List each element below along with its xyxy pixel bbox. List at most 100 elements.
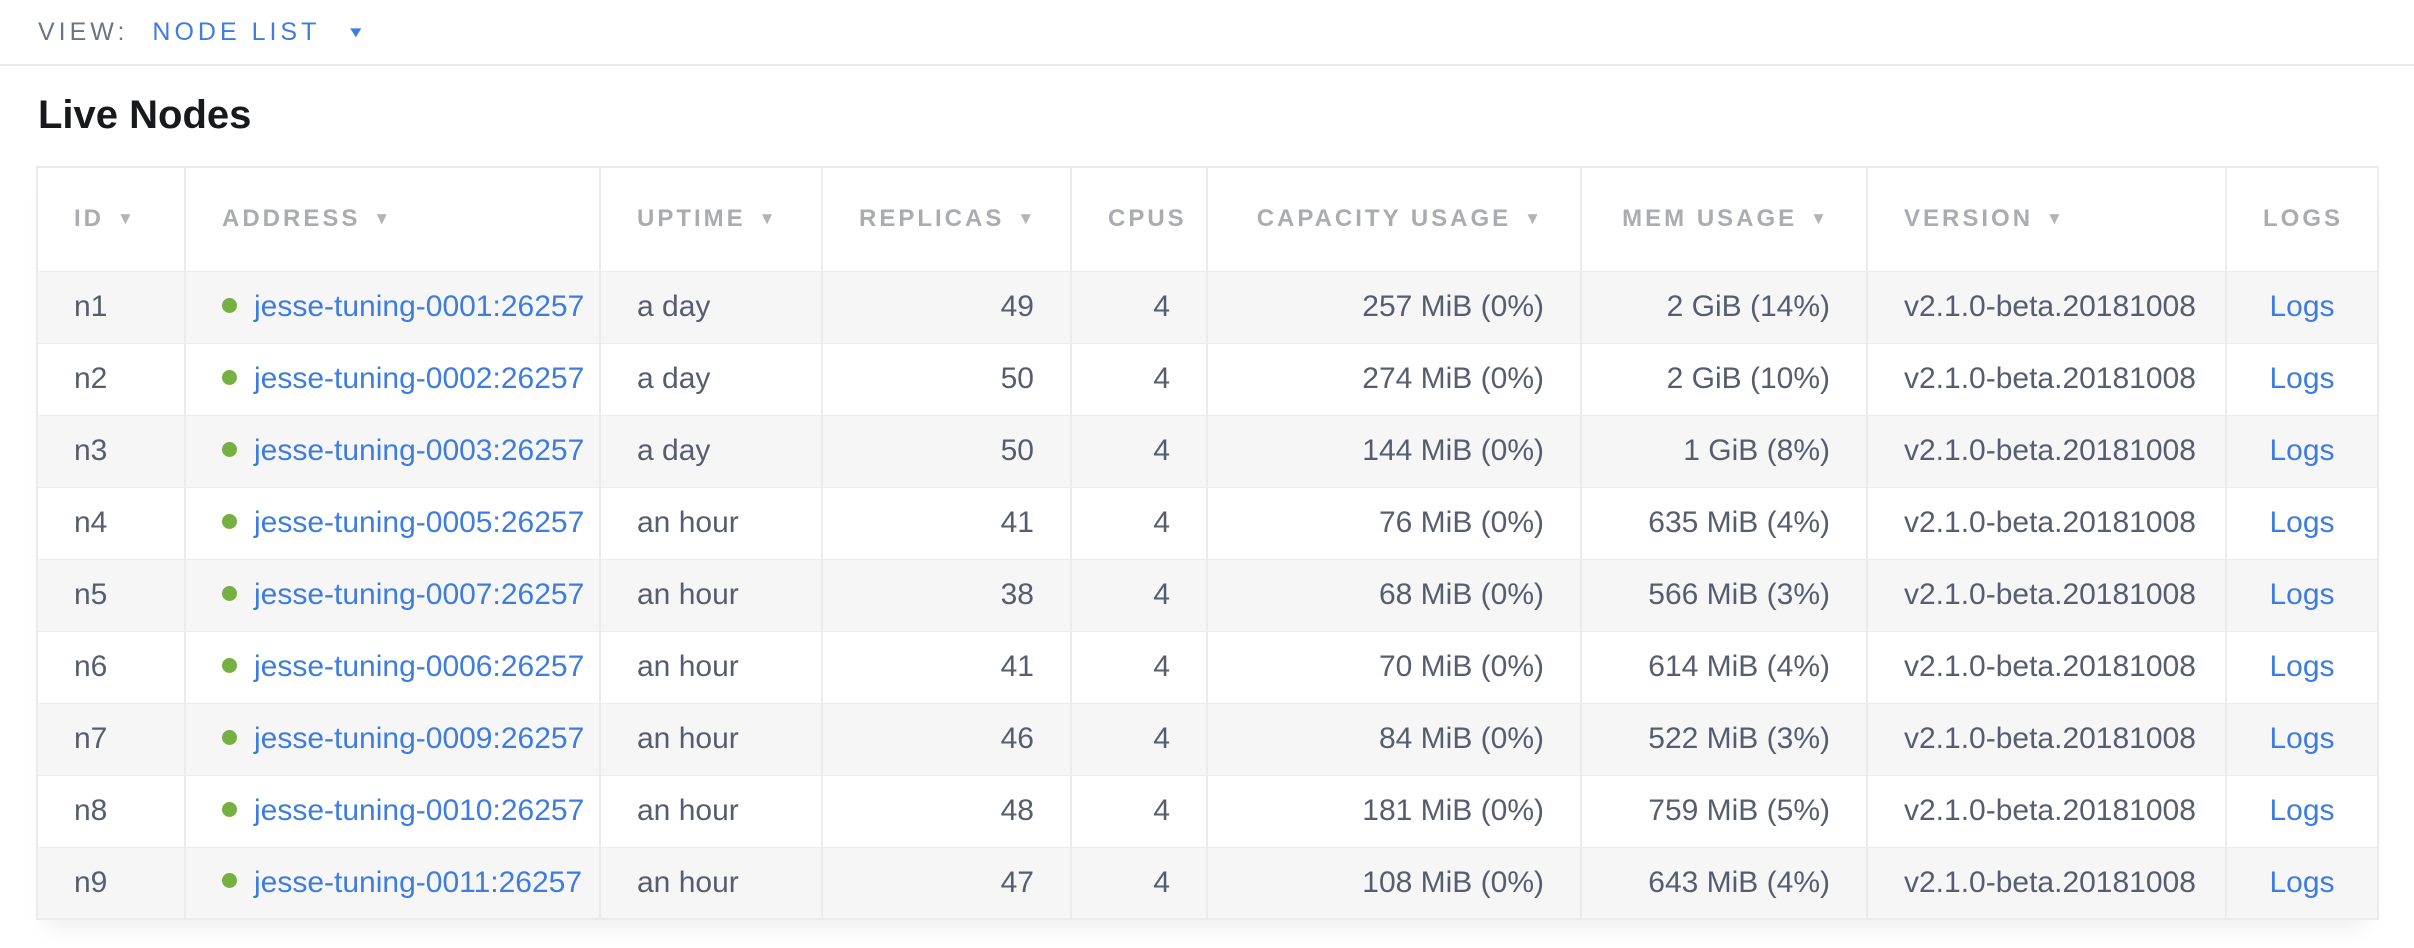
- column-header-uptime[interactable]: UPTIME ▼: [600, 167, 823, 271]
- cell-version: v2.1.0-beta.20181008: [1867, 415, 2227, 487]
- cell-id: n9: [37, 847, 186, 919]
- cell-uptime: an hour: [600, 559, 823, 631]
- cell-address: jesse-tuning-0001:26257: [185, 271, 601, 343]
- chevron-down-icon[interactable]: ▼: [346, 23, 366, 41]
- sort-arrow-icon: ▼: [1524, 209, 1544, 229]
- cell-mem: 522 MiB (3%): [1581, 703, 1868, 775]
- cell-uptime: an hour: [600, 487, 823, 559]
- cell-address: jesse-tuning-0011:26257: [185, 847, 601, 919]
- cell-cpus: 4: [1071, 847, 1208, 919]
- node-status-icon: [222, 441, 237, 457]
- cell-version: v2.1.0-beta.20181008: [1867, 271, 2227, 343]
- cell-uptime: an hour: [600, 775, 823, 847]
- live-nodes-table: ID ▼ ADDRESS ▼ UPTIME ▼ REPLICAS ▼ CPUS CAPACITY …: [36, 166, 2379, 920]
- cell-cpus: 4: [1071, 415, 1208, 487]
- column-header-label: ADDRESS: [222, 205, 361, 233]
- cell-mem: 566 MiB (3%): [1581, 559, 1868, 631]
- node-address-link[interactable]: jesse-tuning-0009:26257: [254, 722, 585, 755]
- cell-mem: 643 MiB (4%): [1581, 847, 1868, 919]
- cell-logs: Logs: [2226, 415, 2378, 487]
- cell-mem: 1 GiB (8%): [1581, 415, 1868, 487]
- cell-mem: 2 GiB (14%): [1581, 271, 1868, 343]
- live-nodes-table-container: ID ▼ ADDRESS ▼ UPTIME ▼ REPLICAS ▼ CPUS CAPACITY …: [36, 166, 2379, 920]
- sort-arrow-icon: ▼: [373, 209, 394, 229]
- cell-cpus: 4: [1071, 775, 1208, 847]
- node-address-link[interactable]: jesse-tuning-0002:26257: [254, 362, 585, 395]
- node-address-link[interactable]: jesse-tuning-0003:26257: [254, 434, 585, 467]
- cell-uptime: a day: [600, 415, 823, 487]
- column-header-replicas[interactable]: REPLICAS ▼: [822, 167, 1072, 271]
- column-header-label: CPUS: [1108, 205, 1187, 233]
- logs-link[interactable]: Logs: [2269, 434, 2335, 467]
- cell-id: n8: [37, 775, 186, 847]
- cell-version: v2.1.0-beta.20181008: [1867, 847, 2227, 919]
- cell-replicas: 46: [822, 703, 1072, 775]
- cell-cpus: 4: [1071, 559, 1208, 631]
- view-dropdown[interactable]: NODE LIST ▼: [152, 18, 365, 47]
- table-row: n5 jesse-tuning-0007:26257 an hour 38 4 68 Mi…: [37, 559, 2378, 631]
- logs-link[interactable]: Logs: [2269, 865, 2335, 899]
- node-status-icon: [222, 873, 237, 889]
- column-header-label: MEM USAGE: [1622, 205, 1798, 233]
- cell-address: jesse-tuning-0010:26257: [185, 775, 601, 847]
- cell-replicas: 41: [822, 631, 1072, 703]
- cell-id: n2: [37, 343, 186, 415]
- cell-cpus: 4: [1071, 487, 1208, 559]
- logs-link[interactable]: Logs: [2269, 578, 2335, 611]
- node-address-link[interactable]: jesse-tuning-0011:26257: [254, 865, 583, 899]
- cell-address: jesse-tuning-0009:26257: [185, 703, 601, 775]
- cell-uptime: a day: [600, 271, 823, 343]
- cell-mem: 614 MiB (4%): [1581, 631, 1868, 703]
- cell-address: jesse-tuning-0006:26257: [185, 631, 601, 703]
- cell-uptime: an hour: [600, 847, 823, 919]
- column-header-cpus: CPUS: [1071, 167, 1208, 271]
- node-address-link[interactable]: jesse-tuning-0006:26257: [254, 650, 585, 683]
- node-address-link[interactable]: jesse-tuning-0007:26257: [254, 578, 585, 611]
- view-dropdown-value[interactable]: NODE LIST: [152, 17, 321, 46]
- node-address-link[interactable]: jesse-tuning-0010:26257: [254, 794, 585, 827]
- column-header-mem[interactable]: MEM USAGE ▼: [1581, 167, 1868, 271]
- logs-link[interactable]: Logs: [2269, 290, 2335, 323]
- cell-id: n4: [37, 487, 186, 559]
- cell-mem: 759 MiB (5%): [1581, 775, 1868, 847]
- cell-id: n6: [37, 631, 186, 703]
- cell-capacity: 181 MiB (0%): [1207, 775, 1582, 847]
- cell-address: jesse-tuning-0002:26257: [185, 343, 601, 415]
- cell-version: v2.1.0-beta.20181008: [1867, 343, 2227, 415]
- node-address-link[interactable]: jesse-tuning-0001:26257: [254, 290, 585, 323]
- sort-arrow-icon: ▼: [117, 209, 137, 229]
- column-header-label: VERSION: [1904, 205, 2034, 233]
- sort-arrow-icon: ▼: [2046, 209, 2066, 229]
- cell-uptime: a day: [600, 343, 823, 415]
- logs-link[interactable]: Logs: [2269, 722, 2335, 755]
- logs-link[interactable]: Logs: [2269, 650, 2335, 683]
- node-address-link[interactable]: jesse-tuning-0005:26257: [254, 506, 585, 539]
- column-header-version[interactable]: VERSION ▼: [1867, 167, 2227, 271]
- node-status-icon: [222, 513, 237, 529]
- cell-version: v2.1.0-beta.20181008: [1867, 703, 2227, 775]
- cell-address: jesse-tuning-0007:26257: [185, 559, 601, 631]
- column-header-capacity[interactable]: CAPACITY USAGE ▼: [1207, 167, 1582, 271]
- logs-link[interactable]: Logs: [2269, 794, 2335, 827]
- cell-logs: Logs: [2226, 343, 2378, 415]
- cell-address: jesse-tuning-0003:26257: [185, 415, 601, 487]
- column-header-id[interactable]: ID ▼: [37, 167, 186, 271]
- cell-replicas: 50: [822, 415, 1072, 487]
- column-header-logs: LOGS: [2226, 167, 2378, 271]
- column-header-label: REPLICAS: [859, 205, 1005, 233]
- cell-capacity: 144 MiB (0%): [1207, 415, 1582, 487]
- cell-logs: Logs: [2226, 559, 2378, 631]
- cell-capacity: 274 MiB (0%): [1207, 343, 1582, 415]
- sort-arrow-icon: ▼: [1017, 209, 1038, 229]
- cell-replicas: 49: [822, 271, 1072, 343]
- logs-link[interactable]: Logs: [2269, 506, 2335, 539]
- cell-capacity: 84 MiB (0%): [1207, 703, 1582, 775]
- logs-link[interactable]: Logs: [2269, 362, 2335, 395]
- cell-cpus: 4: [1071, 343, 1208, 415]
- column-header-address[interactable]: ADDRESS ▼: [185, 167, 601, 271]
- cell-logs: Logs: [2226, 775, 2378, 847]
- cell-capacity: 76 MiB (0%): [1207, 487, 1582, 559]
- cell-logs: Logs: [2226, 631, 2378, 703]
- cell-cpus: 4: [1071, 631, 1208, 703]
- table-row: n7 jesse-tuning-0009:26257 an hour 46 4 84 Mi…: [37, 703, 2378, 775]
